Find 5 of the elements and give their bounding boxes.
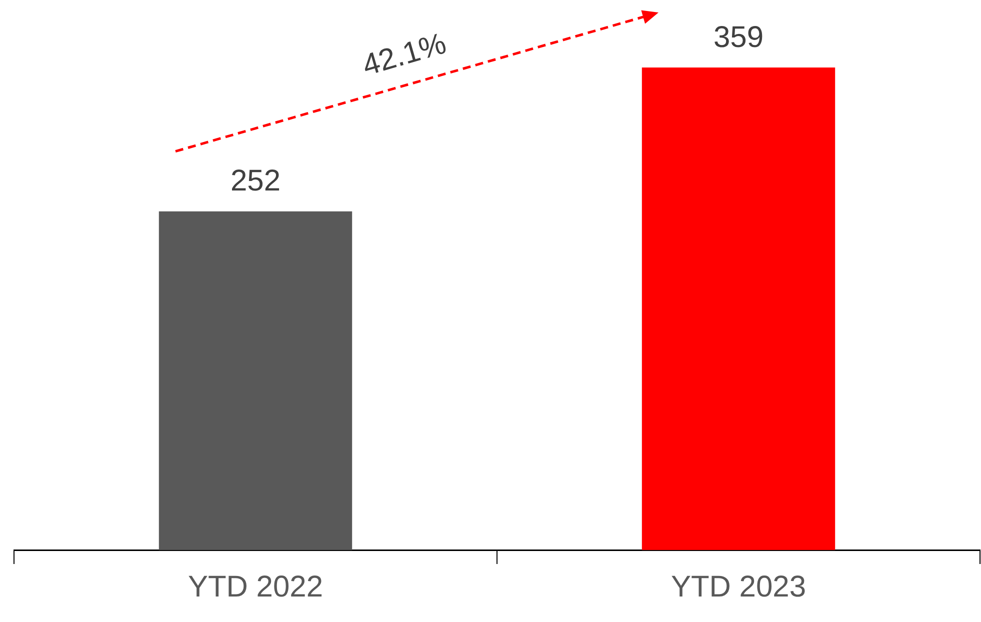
x-tick-label: YTD 2022	[188, 570, 324, 604]
data-label: 359	[713, 20, 764, 54]
annotation: 42.1%	[358, 27, 450, 82]
x-tick-label: YTD 2023	[670, 570, 806, 604]
data-label: 252	[230, 164, 281, 198]
